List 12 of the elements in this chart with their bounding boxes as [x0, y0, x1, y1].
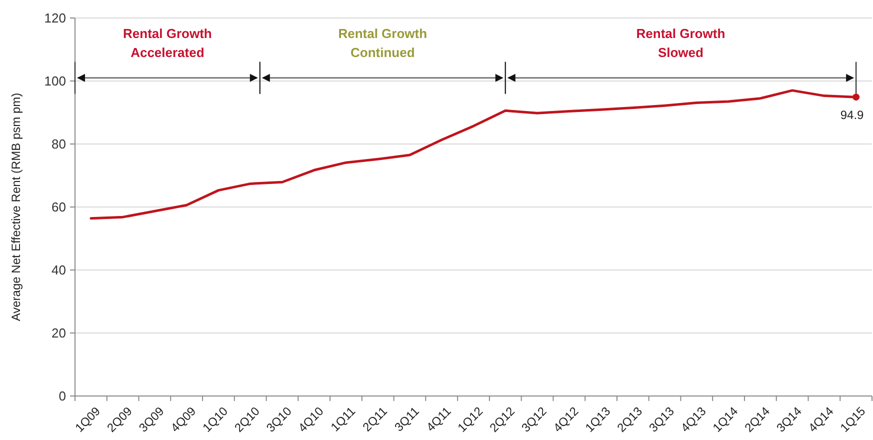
y-tick-label: 0: [58, 388, 66, 404]
y-tick-label: 120: [44, 10, 66, 26]
y-tick-label: 100: [44, 74, 66, 89]
y-tick-label: 80: [52, 136, 66, 152]
y-tick-label: 60: [52, 200, 66, 215]
annotation: Rental Growth Accelerated: [123, 26, 212, 60]
y-tick-label: 20: [52, 326, 66, 341]
annotation: Rental Growth Continued: [338, 26, 428, 60]
y-tick-label: 40: [52, 262, 66, 278]
y-axis-title: Average Net Effective Rent (RMB psm pm): [9, 92, 23, 322]
annotation: Rental Growth Slowed: [636, 26, 726, 60]
data-label: 94.9: [840, 108, 864, 122]
